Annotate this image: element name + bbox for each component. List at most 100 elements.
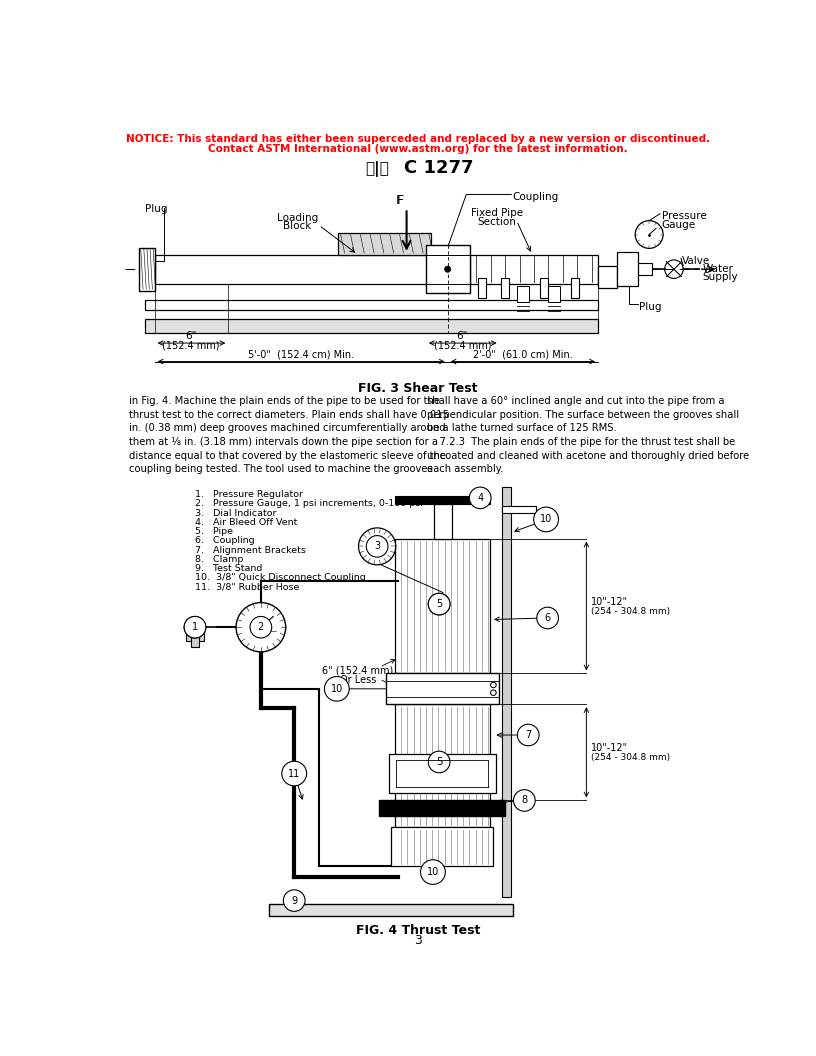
Circle shape (428, 593, 450, 615)
Bar (470, 254, 598, 284)
Text: 1.   Pressure Regulator: 1. Pressure Regulator (195, 490, 303, 499)
Bar (517, 286, 529, 302)
Text: 2'-0"  (61.0 cm) Min.: 2'-0" (61.0 cm) Min. (473, 350, 573, 359)
Text: 6": 6" (185, 331, 197, 341)
Text: 9.   Test Stand: 9. Test Stand (195, 564, 263, 573)
Text: shall have a 60° inclined angle and cut into the pipe from a
perpendicular posit: shall have a 60° inclined angle and cut … (428, 396, 750, 474)
Circle shape (420, 860, 446, 885)
Text: 10: 10 (427, 867, 439, 878)
Circle shape (490, 682, 496, 687)
Text: Section: Section (478, 216, 517, 227)
Circle shape (282, 761, 307, 786)
Bar (186, 628, 204, 641)
Text: 6" (152.4 mm): 6" (152.4 mm) (322, 665, 393, 676)
Circle shape (534, 507, 558, 532)
Bar (144, 319, 598, 333)
Bar (339, 233, 432, 254)
Circle shape (184, 617, 206, 638)
Text: (152.4 mm): (152.4 mm) (162, 340, 220, 350)
Circle shape (428, 593, 450, 615)
Text: 3: 3 (415, 934, 422, 946)
Bar (388, 754, 495, 793)
Text: 9: 9 (291, 895, 297, 906)
Bar (433, 504, 452, 539)
Text: 11.  3/8" Rubber Hose: 11. 3/8" Rubber Hose (195, 583, 299, 591)
Text: 6": 6" (457, 331, 468, 341)
Text: 10"-12": 10"-12" (591, 743, 628, 753)
Text: 5: 5 (436, 599, 442, 609)
Text: C 1277: C 1277 (404, 159, 474, 177)
Text: 1: 1 (192, 622, 198, 633)
Text: Coupling: Coupling (512, 192, 559, 202)
Text: Plug: Plug (639, 302, 662, 313)
Text: Pressure: Pressure (662, 211, 707, 222)
Bar (478, 279, 486, 298)
Text: Valve: Valve (681, 257, 710, 266)
Text: in Fig. 4. Machine the plain ends of the pipe to be used for the
thrust test to : in Fig. 4. Machine the plain ends of the… (129, 396, 449, 474)
Text: FIG. 3 Shear Test: FIG. 3 Shear Test (358, 382, 478, 395)
Text: 7.   Alignment Brackets: 7. Alignment Brackets (195, 546, 306, 554)
Text: 11: 11 (288, 769, 300, 778)
Text: 5: 5 (436, 599, 442, 609)
Text: 10.  3/8" Quick Disconnect Coupling: 10. 3/8" Quick Disconnect Coupling (195, 573, 366, 582)
Text: F: F (396, 194, 403, 207)
Circle shape (366, 535, 388, 558)
Text: Supply: Supply (703, 272, 738, 282)
Bar (502, 506, 536, 513)
Bar (191, 631, 199, 647)
Circle shape (490, 690, 496, 695)
Text: 8: 8 (521, 795, 527, 806)
Text: 10: 10 (330, 684, 343, 694)
Polygon shape (666, 262, 681, 277)
Bar (155, 254, 428, 284)
Circle shape (469, 487, 491, 509)
Circle shape (517, 724, 539, 746)
Text: Fixed Pipe: Fixed Pipe (471, 208, 523, 218)
Circle shape (635, 221, 663, 248)
Bar (140, 247, 155, 290)
Circle shape (283, 890, 305, 911)
Circle shape (358, 528, 396, 565)
Bar (501, 279, 509, 298)
Text: Block: Block (283, 222, 312, 231)
Text: 5.   Pipe: 5. Pipe (195, 527, 233, 536)
Text: 2.   Pressure Gauge, 1 psi increments, 0-100 psi: 2. Pressure Gauge, 1 psi increments, 0-1… (195, 499, 423, 508)
Bar (618, 252, 638, 286)
Circle shape (513, 790, 535, 811)
Text: 4: 4 (477, 493, 483, 503)
Bar (379, 800, 505, 816)
Text: 4.   Air Bleed Off Vent: 4. Air Bleed Off Vent (195, 517, 297, 527)
Circle shape (184, 617, 206, 638)
Bar (636, 263, 652, 276)
Text: F: F (397, 194, 404, 207)
Text: Water: Water (703, 264, 734, 274)
Text: (254 - 304.8 mm): (254 - 304.8 mm) (591, 606, 670, 616)
Text: Gauge: Gauge (662, 220, 696, 230)
Circle shape (490, 682, 496, 687)
Text: Plug: Plug (144, 204, 167, 213)
Text: 3: 3 (374, 542, 380, 551)
Bar (391, 828, 494, 866)
Circle shape (490, 690, 496, 695)
Text: (152.4 mm): (152.4 mm) (433, 340, 491, 350)
Text: 3.   Dial Indicator: 3. Dial Indicator (195, 509, 277, 517)
Text: FIG. 4 Thrust Test: FIG. 4 Thrust Test (356, 924, 481, 938)
Text: NOTICE: This standard has either been superceded and replaced by a new version o: NOTICE: This standard has either been su… (126, 134, 710, 145)
Text: 7: 7 (526, 730, 531, 740)
Bar (268, 904, 512, 916)
Circle shape (236, 603, 286, 652)
Bar (548, 286, 560, 302)
Text: 8.   Clamp: 8. Clamp (195, 554, 243, 564)
Text: 6: 6 (544, 612, 551, 623)
Bar (395, 539, 490, 674)
Text: 10"-12": 10"-12" (591, 597, 628, 607)
Bar (426, 245, 470, 293)
Text: 6.   Coupling: 6. Coupling (195, 536, 255, 545)
Bar (571, 279, 579, 298)
Bar (395, 496, 490, 504)
Text: 10: 10 (540, 514, 552, 525)
Text: 5'-0"  (152.4 cm) Min.: 5'-0" (152.4 cm) Min. (248, 350, 354, 359)
Text: 5: 5 (436, 757, 442, 767)
Circle shape (250, 617, 272, 638)
Text: ⫫|⫫: ⫫|⫫ (366, 161, 389, 176)
